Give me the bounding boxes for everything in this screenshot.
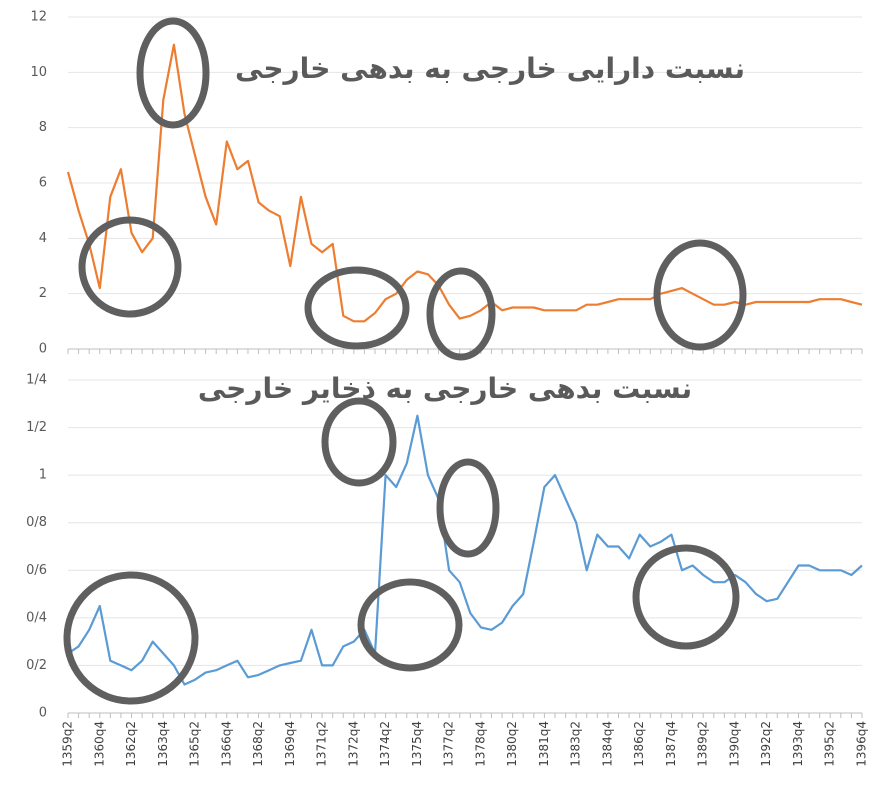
x-tick-label: 1384q4 [600,721,614,767]
x-tick-label: 1374q2 [378,721,392,767]
chart-title: نسبت بدهی خارجی به ذخایر خارجی [198,372,692,405]
y-tick-label: 0/6 [26,563,47,578]
y-tick-label: 2 [39,286,47,301]
chart-title: نسبت دارایی خارجی به بدهی خارجی [235,52,745,85]
y-tick-label: 8 [39,120,47,135]
x-tick-label: 1381q4 [537,721,551,767]
x-tick-label: 1387q4 [664,721,678,767]
annotation-circle [426,267,496,361]
annotation-circle [357,578,463,672]
x-tick-label: 1390q4 [727,721,741,767]
y-tick-label: 4 [39,231,47,246]
x-tick-label: 1371q2 [315,721,329,767]
x-tick-label: 1389q2 [696,721,710,767]
x-tick-label: 1372q4 [346,721,360,767]
y-tick-label: 0 [39,342,47,357]
x-tick-label: 1366q4 [219,721,233,767]
y-tick-label: 0/2 [26,658,47,673]
y-tick-label: 1/4 [26,373,47,388]
x-tick-label: 1392q2 [759,721,773,767]
y-tick-label: 0/8 [26,515,47,530]
annotations [63,17,747,705]
annotation-circle [63,571,199,705]
annotation-circle [436,458,500,558]
annotation-circle [653,239,747,351]
data-line [67,414,863,686]
y-tick-label: 1/2 [26,420,47,435]
x-tick-label: 1378q4 [473,721,487,767]
x-tick-label: 1365q2 [188,721,202,767]
x-tick-label: 1396q4 [855,721,869,767]
annotation-circle [136,17,210,129]
y-tick-label: 1 [39,468,47,483]
x-tick-label: 1377q2 [442,721,456,767]
data-line [66,43,863,323]
y-tick-label: 6 [39,176,47,191]
x-tick-label: 1360q4 [92,721,106,767]
x-tick-label: 1359q2 [61,721,75,767]
y-tick-label: 12 [30,10,47,25]
x-tick-label: 1393q4 [791,721,805,767]
x-tick-label: 1380q2 [505,721,519,767]
x-tick-label: 1395q2 [823,721,837,767]
annotation-circle [304,266,410,350]
x-tick-label: 1383q2 [569,721,583,767]
y-tick-label: 0/4 [26,610,47,625]
x-tick-label: 1375q4 [410,721,424,767]
x-tick-label: 1363q4 [156,721,170,767]
annotation-circle [632,544,740,650]
x-tick-label: 1386q2 [632,721,646,767]
y-tick-label: 0 [39,706,47,721]
x-tick-label: 1362q2 [124,721,138,767]
y-tick-label: 10 [30,65,47,80]
x-tick-label: 1368q2 [251,721,265,767]
annotation-circle [78,216,182,318]
annotation-circle [321,397,397,487]
x-tick-label: 1369q4 [283,721,297,767]
